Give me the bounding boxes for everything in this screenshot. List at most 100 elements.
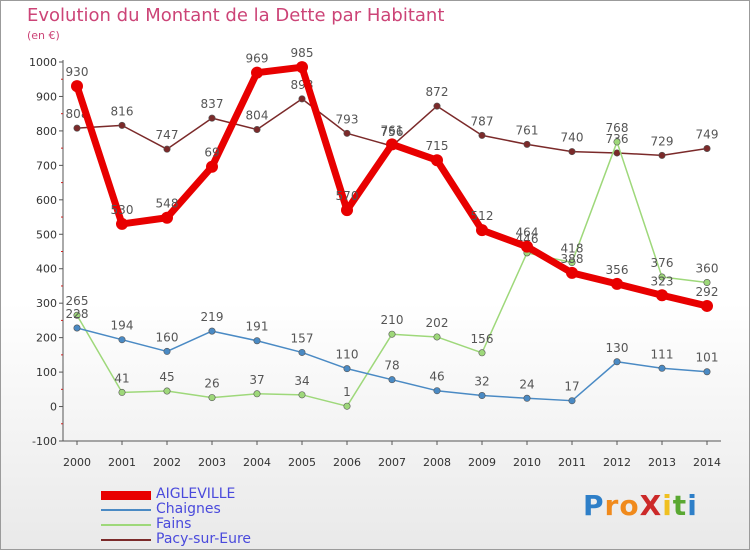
y-tick-label: 300 <box>36 297 57 310</box>
legend-swatch <box>101 524 151 526</box>
data-label: 157 <box>291 331 314 345</box>
data-point <box>613 358 621 366</box>
data-point <box>298 391 306 399</box>
chart-unit: (en €) <box>27 29 60 42</box>
legend-swatch <box>101 539 151 541</box>
legend-label: Pacy-sur-Eure <box>156 531 252 547</box>
data-point <box>296 61 308 74</box>
data-label: 816 <box>111 104 134 118</box>
data-label: 34 <box>294 374 309 388</box>
data-label: 793 <box>336 112 359 126</box>
data-label: 110 <box>336 348 359 362</box>
data-label: 202 <box>426 316 449 330</box>
data-label: 969 <box>246 52 269 66</box>
data-point <box>161 211 173 224</box>
data-label: 69 <box>204 146 219 160</box>
x-tick-label: 2006 <box>333 456 361 469</box>
data-point <box>701 299 713 312</box>
data-point <box>388 376 396 384</box>
data-label: 749 <box>696 127 719 141</box>
data-label: 804 <box>246 109 269 123</box>
data-label: 24 <box>519 377 534 391</box>
legend-label: Chaignes <box>156 501 221 517</box>
data-label: 570 <box>336 189 359 203</box>
data-point <box>116 217 128 230</box>
data-point <box>251 66 263 79</box>
data-point <box>208 114 216 122</box>
data-label: 1 <box>343 385 351 399</box>
x-tick-label: 2004 <box>243 456 271 469</box>
data-label: 985 <box>291 46 314 60</box>
y-tick-label: 100 <box>36 366 57 379</box>
data-point <box>208 327 216 335</box>
x-tick-label: 2008 <box>423 456 451 469</box>
data-point <box>163 347 171 355</box>
logo-letter: t <box>672 489 688 522</box>
logo-letter: X <box>639 489 663 522</box>
data-label: 756 <box>381 125 404 139</box>
x-tick-label: 2011 <box>558 456 586 469</box>
data-point <box>611 277 623 290</box>
x-tick-label: 2005 <box>288 456 316 469</box>
data-point <box>523 394 531 402</box>
data-label: 747 <box>156 128 179 142</box>
data-label: 111 <box>651 347 674 361</box>
data-point <box>388 330 396 338</box>
logo-letter: i <box>687 489 698 522</box>
x-tick-label: 2012 <box>603 456 631 469</box>
data-point <box>206 160 218 173</box>
data-point <box>73 124 81 132</box>
data-label: 41 <box>114 371 129 385</box>
x-tick-label: 2010 <box>513 456 541 469</box>
legend-swatch <box>101 509 151 511</box>
x-tick-label: 2009 <box>468 456 496 469</box>
y-tick-label: 200 <box>36 332 57 345</box>
data-label: 768 <box>606 121 629 135</box>
data-label: 376 <box>651 256 674 270</box>
data-point <box>386 138 398 151</box>
y-tick-label: 500 <box>36 228 57 241</box>
data-point <box>163 145 171 153</box>
data-label: 388 <box>561 252 584 266</box>
data-label: 787 <box>471 114 494 128</box>
data-point <box>163 387 171 395</box>
data-label: 729 <box>651 134 674 148</box>
data-point <box>253 390 261 398</box>
x-tick-label: 2002 <box>153 456 181 469</box>
logo-letter: r <box>604 489 620 522</box>
data-label: 872 <box>426 85 449 99</box>
logo-letter: i <box>662 489 673 522</box>
data-point <box>71 80 83 93</box>
data-label: 292 <box>696 285 719 299</box>
data-label: 160 <box>156 330 179 344</box>
data-label: 17 <box>564 380 579 394</box>
data-label: 360 <box>696 262 719 276</box>
data-point <box>73 324 81 332</box>
data-point <box>476 224 488 237</box>
y-tick-label: 800 <box>36 125 57 138</box>
x-tick-label: 2014 <box>693 456 721 469</box>
data-point <box>656 289 668 302</box>
logo-letter: P <box>583 489 605 522</box>
data-point <box>118 388 126 396</box>
data-label: 46 <box>429 370 444 384</box>
y-tick-label: 900 <box>36 90 57 103</box>
legend-label: AIGLEVILLE <box>156 486 236 502</box>
data-point <box>703 144 711 152</box>
data-point <box>658 151 666 159</box>
y-tick-label: 0 <box>50 401 57 414</box>
data-point <box>433 102 441 110</box>
data-label: 930 <box>66 65 89 79</box>
data-point <box>208 394 216 402</box>
data-label: 265 <box>66 294 89 308</box>
data-label: 323 <box>651 274 674 288</box>
proxiti-logo: ProXiti <box>583 489 698 522</box>
y-tick-label: -100 <box>32 435 57 448</box>
data-label: 761 <box>516 123 539 137</box>
data-point <box>298 348 306 356</box>
data-point <box>433 333 441 341</box>
data-point <box>568 397 576 405</box>
data-label: 740 <box>561 131 584 145</box>
y-tick-label: 1000 <box>29 56 57 69</box>
data-point <box>298 95 306 103</box>
